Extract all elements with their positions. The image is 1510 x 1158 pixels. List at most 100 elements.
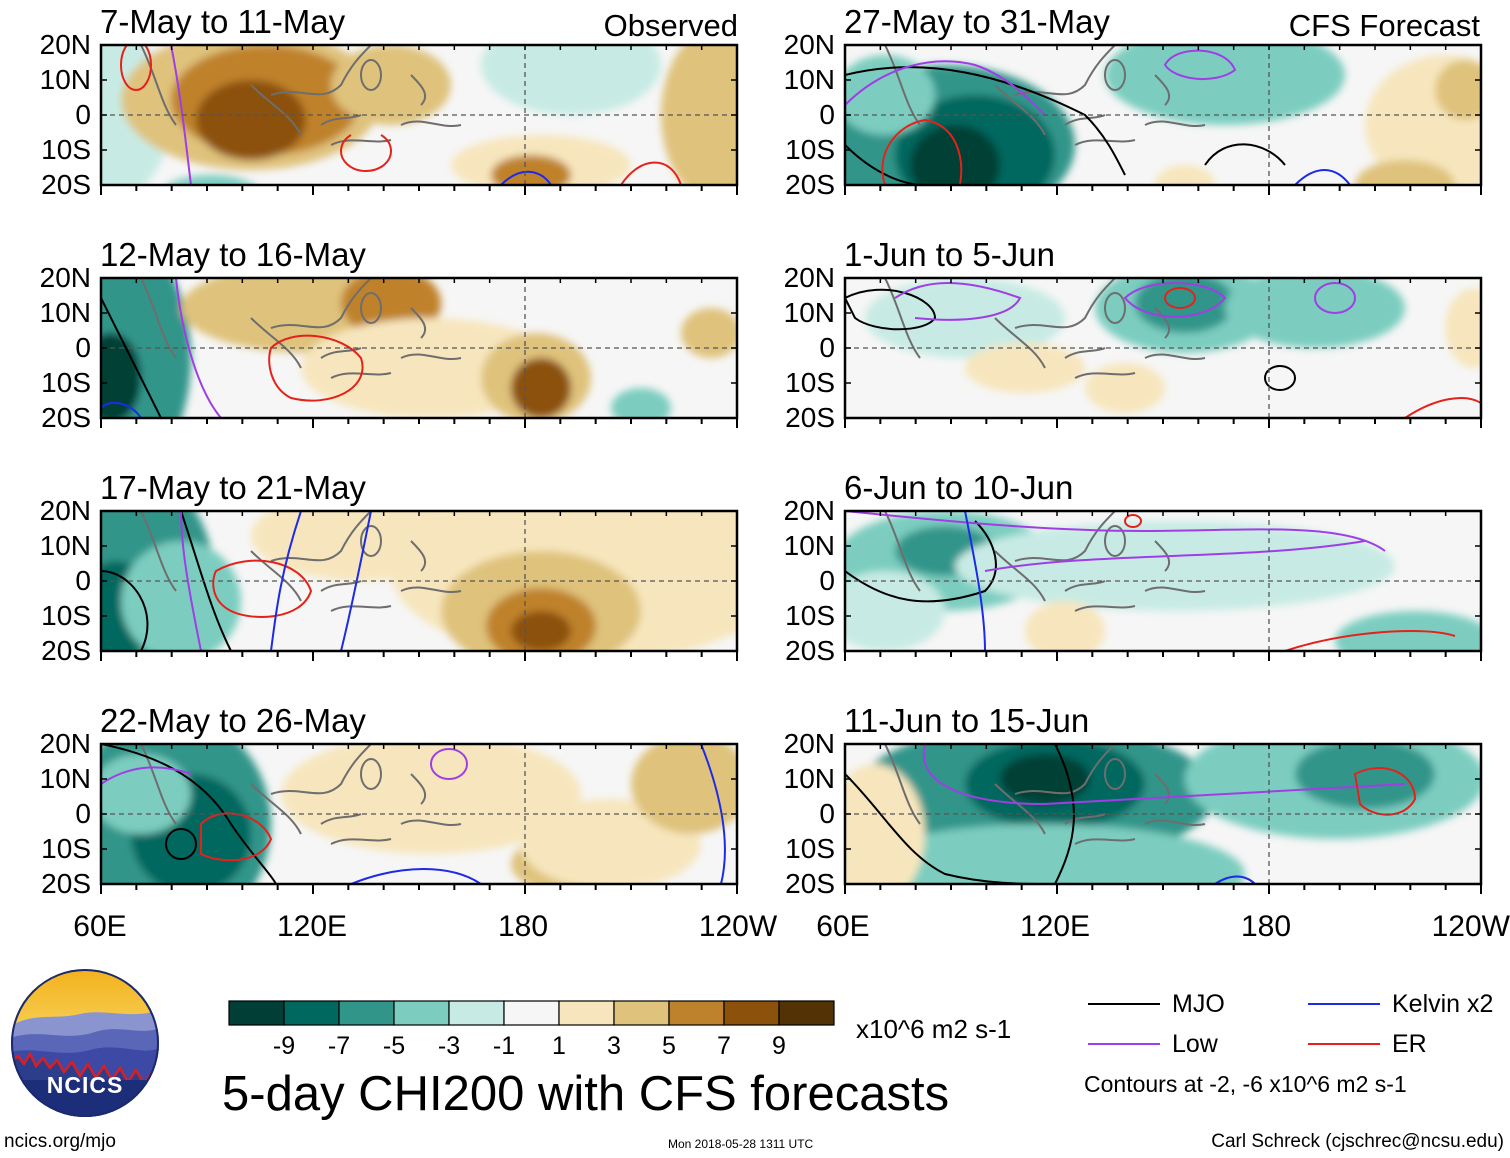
- y-tick-label: 0: [819, 565, 835, 596]
- y-tick-label: 20S: [785, 635, 835, 666]
- y-tick-label: 10N: [39, 530, 91, 561]
- colorbar: [228, 1000, 838, 1035]
- contour-line: [1284, 630, 1456, 651]
- contour-line: [964, 511, 986, 651]
- coastline: [994, 783, 1046, 835]
- coastline: [1154, 307, 1171, 339]
- coastline: [250, 84, 302, 136]
- colorbar-swatch: [393, 1000, 450, 1026]
- y-tick-label: 10N: [783, 64, 835, 95]
- map-panel-fc1: [843, 43, 1483, 195]
- map-panel-fc4: [843, 742, 1483, 894]
- anomaly-region: [1355, 160, 1455, 185]
- y-tick-label: 10S: [785, 833, 835, 864]
- anomaly-region: [101, 333, 141, 418]
- panel-title-obs4: 22-May to 26-May: [100, 702, 366, 739]
- map-panel-obs1: [99, 43, 739, 195]
- anomaly-region: [1085, 363, 1165, 413]
- coastline: [410, 773, 427, 805]
- y-tick-label: 20S: [785, 868, 835, 899]
- colorbar-swatch: [283, 1000, 340, 1026]
- colorbar-units: x10^6 m2 s-1: [856, 1014, 1012, 1044]
- anomaly-region: [611, 388, 671, 418]
- contour-line: [1264, 365, 1297, 391]
- contour-line: [101, 570, 149, 651]
- y-tick-label: 10N: [783, 763, 835, 794]
- contour-line: [881, 118, 963, 185]
- colorbar-swatch: [503, 1000, 560, 1026]
- coastline: [1064, 347, 1106, 359]
- anomaly-region: [1025, 601, 1105, 651]
- legend-lines: [1088, 1003, 1380, 1045]
- x-tick-label: 120E: [276, 910, 348, 943]
- contour-line: [340, 511, 372, 651]
- coastline: [360, 525, 383, 557]
- x-tick-label: 120W: [1431, 910, 1510, 943]
- contour-line: [200, 812, 273, 862]
- coastline: [994, 84, 1046, 136]
- coastline: [1104, 59, 1127, 91]
- coastline: [410, 307, 427, 339]
- coastline: [884, 511, 921, 592]
- legend: MJO Kelvin x2 Low ER Contours at -2, -6 …: [1084, 988, 1506, 1098]
- coastline: [320, 813, 362, 825]
- coastline: [250, 317, 302, 369]
- coastline: [360, 758, 383, 790]
- coastline: [270, 744, 372, 795]
- y-tick-label: 0: [75, 565, 91, 596]
- coastline: [1144, 120, 1206, 127]
- colorbar-label: -1: [492, 1032, 516, 1060]
- coastline: [400, 819, 462, 826]
- coastline: [1014, 511, 1116, 562]
- contour-line: [845, 520, 997, 603]
- coastline: [320, 114, 362, 126]
- y-tick-label: 20N: [783, 262, 835, 293]
- colorbar-swatch: [613, 1000, 670, 1026]
- y-tick-label: 10S: [785, 134, 835, 165]
- y-tick-label: 10S: [41, 367, 91, 398]
- y-tick-label: 20S: [41, 169, 91, 200]
- coastline: [1064, 580, 1106, 592]
- coastline: [1104, 758, 1127, 790]
- y-tick-label: 10S: [41, 833, 91, 864]
- map-panel-obs2: [99, 276, 739, 428]
- y-tick-label: 20S: [785, 402, 835, 433]
- anomaly-region: [1000, 754, 1090, 804]
- x-tick-label: 180: [1240, 910, 1292, 943]
- panel-title-obs3: 17-May to 21-May: [100, 469, 366, 506]
- contour-line: [1214, 875, 1256, 884]
- anomaly-region: [1295, 744, 1435, 809]
- y-tick-label: 10N: [39, 297, 91, 328]
- y-tick-label: 0: [819, 332, 835, 363]
- coastline: [250, 783, 302, 835]
- colorbar-swatches: [228, 1000, 835, 1026]
- y-tick-label: 0: [75, 798, 91, 829]
- legend-note: Contours at -2, -6 x10^6 m2 s-1: [1084, 1071, 1407, 1097]
- colorbar-label: -3: [437, 1032, 461, 1060]
- logo-graphic: [11, 969, 159, 1117]
- contour-line: [212, 559, 313, 618]
- panel-title-fc4: 11-Jun to 15-Jun: [844, 702, 1090, 739]
- coastline: [1074, 605, 1136, 612]
- anomaly-region: [511, 611, 571, 651]
- y-tick-label: 10S: [41, 600, 91, 631]
- y-tick-label: 20N: [39, 728, 91, 759]
- ncics-logo[interactable]: NCICS: [10, 968, 160, 1118]
- anomaly-region: [196, 80, 306, 160]
- coastline: [884, 744, 921, 825]
- contour-line: [340, 134, 392, 172]
- y-tick-label: 10S: [785, 600, 835, 631]
- coastline: [410, 74, 427, 106]
- colorbar-swatch: [448, 1000, 505, 1026]
- anomaly-region: [121, 541, 241, 651]
- contour-line: [500, 170, 552, 185]
- colorbar-label: 1: [552, 1032, 566, 1060]
- contour-line: [922, 744, 1406, 806]
- footer-url[interactable]: ncics.org/mjo: [4, 1131, 116, 1152]
- y-tick-label: 20S: [785, 169, 835, 200]
- contour-line: [845, 288, 937, 331]
- coastline: [994, 550, 1046, 602]
- y-tick-label: 20S: [41, 635, 91, 666]
- anomaly-region: [1135, 278, 1235, 333]
- contour-line: [620, 161, 682, 185]
